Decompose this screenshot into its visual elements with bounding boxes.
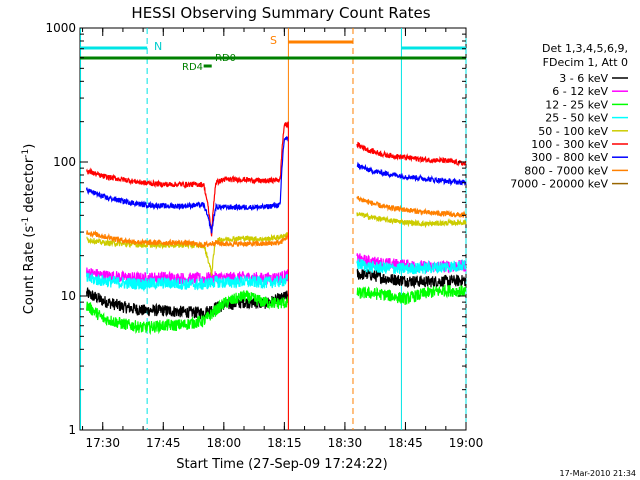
x-tick-label-3: 18:15: [267, 436, 302, 450]
x-tick-label-0: 17:30: [85, 436, 120, 450]
x-axis-label: Start Time (27-Sep-09 17:24:22): [176, 457, 387, 472]
series-line-7-seg-0: [86, 229, 289, 249]
flag-label-rd4: RD4: [182, 62, 203, 73]
series-line-3-seg-1: [356, 258, 467, 275]
flag-label-rd0: RD0: [215, 53, 236, 64]
legend: Det 1,3,4,5,6,9, FDecim 1, Att 0 3 - 6 k…: [510, 42, 628, 191]
series-line-2-seg-0: [86, 289, 289, 336]
legend-label-5: 100 - 300 keV: [531, 138, 608, 151]
legend-label-6: 300 - 800 keV: [531, 151, 608, 164]
series-line-3-seg-0: [86, 272, 289, 293]
series-line-7-seg-1: [356, 195, 467, 219]
vertical-markers: [80, 28, 467, 430]
legend-label-1: 6 - 12 keV: [552, 85, 608, 98]
x-tick-label-4: 18:30: [328, 436, 363, 450]
legend-label-2: 12 - 25 keV: [545, 98, 608, 111]
legend-label-7: 800 - 7000 keV: [524, 164, 608, 177]
chart-title: HESSI Observing Summary Count Rates: [131, 4, 430, 22]
series-line-6-seg-0: [86, 135, 289, 234]
series-line-5-seg-0: [86, 121, 289, 237]
x-tick-label-2: 18:00: [207, 436, 242, 450]
flag-label-saa: S: [270, 34, 277, 47]
series-line-5-seg-1: [356, 141, 467, 167]
flag-label-night: N: [154, 40, 162, 53]
legend-label-4: 50 - 100 keV: [538, 125, 608, 138]
series-line-0-seg-0: [86, 287, 289, 320]
x-tick-label-5: 18:45: [388, 436, 423, 450]
legend-label-0: 3 - 6 keV: [559, 72, 608, 85]
legend-header-line-2: FDecim 1, Att 0: [543, 56, 628, 69]
flag-bars: [80, 40, 466, 68]
legend-label-8: 7000 - 20000 keV: [510, 178, 608, 191]
y-axis-label: Count Rate (s-1 detector-1): [21, 144, 37, 315]
series-line-2-seg-1: [356, 284, 467, 305]
series-line-0-seg-1: [356, 268, 467, 290]
axis-ticks: 17:30 17:45 18:00 18:15 18:30 18:45 19:00 1 10 10…: [45, 21, 483, 450]
x-tick-label-6: 19:00: [449, 436, 484, 450]
series-line-4-seg-0: [86, 232, 289, 277]
legend-header-line-1: Det 1,3,4,5,6,9,: [542, 42, 628, 55]
series-line-6-seg-1: [356, 161, 467, 187]
series-group: [86, 121, 467, 430]
y-tick-label-3: 1000: [45, 21, 76, 35]
series-line-4-seg-1: [356, 211, 467, 229]
timestamp: 17-Mar-2010 21:34: [560, 469, 637, 478]
plot-frame: [79, 27, 467, 431]
x-tick-label-1: 17:45: [146, 436, 181, 450]
y-tick-label-1: 10: [61, 289, 76, 303]
y-tick-label-2: 100: [53, 155, 76, 169]
legend-label-3: 25 - 50 keV: [545, 112, 608, 125]
y-tick-label-0: 1: [68, 423, 76, 437]
